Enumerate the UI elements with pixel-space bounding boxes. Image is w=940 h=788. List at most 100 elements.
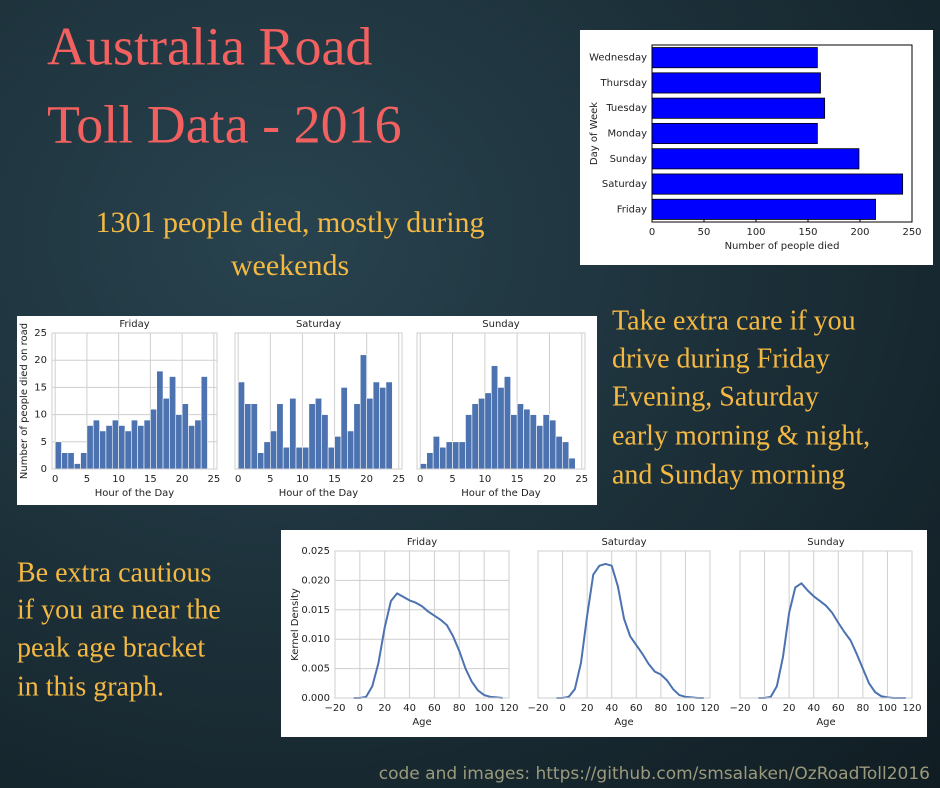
bar <box>651 72 821 94</box>
bar <box>99 430 107 470</box>
bar <box>314 397 323 470</box>
y-tick-label: 10 <box>34 410 47 421</box>
x-tick-label: 25 <box>207 474 220 485</box>
bar <box>510 414 518 470</box>
x-tick-label: 100 <box>676 703 695 714</box>
density-line <box>353 592 503 699</box>
bar <box>156 370 164 470</box>
x-tick-label: 15 <box>328 474 341 485</box>
bar <box>250 403 258 470</box>
x-axis-label: Number of people died <box>725 241 840 252</box>
bar <box>549 419 557 470</box>
bar <box>529 414 537 470</box>
y-tick-label: 20 <box>34 355 47 366</box>
x-axis-label: Hour of the Day <box>95 488 175 499</box>
bar <box>445 441 453 470</box>
x-tick-label: 0 <box>417 474 423 485</box>
bar <box>150 408 158 470</box>
y-tick-label: 0.025 <box>301 546 330 557</box>
bar <box>263 441 271 470</box>
axes-frame <box>537 550 711 699</box>
x-axis-label: Age <box>816 717 835 728</box>
x-axis-label: Hour of the Day <box>279 488 359 499</box>
footer: code and images: https://github.com/smsa… <box>379 764 930 784</box>
note-line: peak age bracket <box>17 632 205 663</box>
x-tick-label: 10 <box>478 474 491 485</box>
y-tick-label: Saturday <box>602 179 647 190</box>
bar <box>73 463 81 470</box>
x-tick-label: 20 <box>378 703 391 714</box>
y-tick-label: 0.010 <box>301 634 330 645</box>
bar <box>542 414 550 470</box>
subplot-title: Friday <box>407 537 437 548</box>
bar <box>92 419 100 470</box>
bar <box>282 446 290 470</box>
y-axis-label: Kernel Density <box>290 588 301 661</box>
bar <box>491 365 499 470</box>
x-tick-label: 60 <box>428 703 441 714</box>
bar <box>54 441 62 470</box>
bar <box>568 457 576 470</box>
bar <box>484 392 492 470</box>
bar <box>372 381 380 470</box>
bar <box>327 446 335 470</box>
y-tick-label: 15 <box>34 382 47 393</box>
x-tick-label: 20 <box>176 474 189 485</box>
x-tick-label: 150 <box>798 227 817 238</box>
x-axis-label: Age <box>412 717 431 728</box>
x-tick-label: 25 <box>575 474 588 485</box>
bar <box>651 173 904 195</box>
bar <box>385 381 393 470</box>
x-tick-label: 0 <box>649 227 655 238</box>
bar <box>169 376 177 470</box>
x-tick-label: 0 <box>357 703 363 714</box>
bar <box>302 446 310 470</box>
y-tick-label: 5 <box>41 437 47 448</box>
bar <box>452 441 460 470</box>
x-tick-label: 50 <box>698 227 711 238</box>
x-tick-label: 60 <box>630 703 643 714</box>
subplot-title: Friday <box>119 319 149 330</box>
x-tick-label: 200 <box>850 227 869 238</box>
bar <box>137 425 145 470</box>
bar <box>295 446 303 470</box>
note-line: early morning & night, <box>612 420 870 451</box>
subplot-title: Sunday <box>807 537 844 548</box>
bar <box>503 376 511 470</box>
bar <box>162 397 170 470</box>
bar <box>118 425 126 470</box>
x-tick-label: 40 <box>807 703 820 714</box>
subtitle-line: weekends <box>231 249 349 282</box>
x-tick-label: 40 <box>605 703 618 714</box>
x-tick-label: −20 <box>729 703 750 714</box>
x-tick-label: 80 <box>453 703 466 714</box>
y-tick-label: 25 <box>34 328 47 339</box>
x-tick-label: 20 <box>543 474 556 485</box>
note-line: drive during Friday <box>612 343 830 374</box>
bar <box>131 419 138 470</box>
y-tick-label: Monday <box>608 129 648 140</box>
x-tick-label: 0 <box>52 474 58 485</box>
bar <box>478 397 486 470</box>
note-line: if you are near the <box>17 594 221 625</box>
x-tick-label: 15 <box>511 474 524 485</box>
bar <box>359 354 367 470</box>
y-tick-label: Sunday <box>610 154 647 165</box>
bar <box>651 122 818 145</box>
bar <box>651 198 877 220</box>
x-tick-label: 40 <box>403 703 416 714</box>
axes-frame <box>739 550 913 699</box>
bar <box>516 403 524 470</box>
bar <box>562 441 570 470</box>
subplot-title: Saturday <box>296 319 341 330</box>
bar <box>124 430 132 470</box>
axes-frame <box>416 332 586 470</box>
bar <box>347 430 355 470</box>
y-tick-label: Friday <box>617 204 647 215</box>
title-line: Australia Road <box>47 16 372 76</box>
bar <box>244 403 252 470</box>
bar <box>276 403 284 470</box>
